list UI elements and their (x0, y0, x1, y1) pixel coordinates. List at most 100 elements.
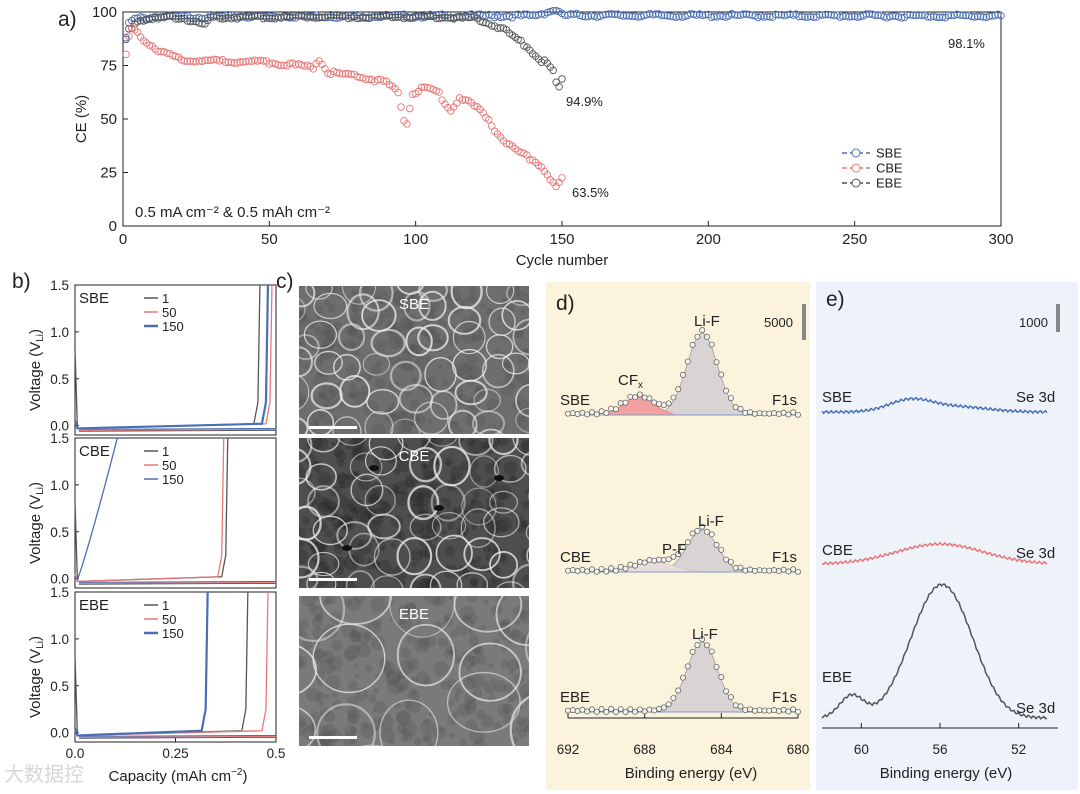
data-point-cbe (207, 56, 215, 65)
data-point (775, 708, 782, 715)
sem-grain (422, 463, 429, 470)
data-point-sbe (578, 12, 587, 20)
sem-grain (472, 688, 483, 698)
data-point-ebe (262, 14, 271, 22)
y-tick-label: 1.0 (50, 632, 69, 647)
sem-grain (348, 391, 357, 400)
sem-grain-boundary (307, 438, 340, 453)
sem-grain (319, 706, 330, 717)
sem-grain (423, 552, 429, 558)
sem-grain (387, 380, 400, 393)
sem-grain-boundary (496, 581, 525, 588)
sem-grain (425, 521, 438, 534)
sem-grain (372, 707, 377, 713)
sem-grain (394, 410, 408, 423)
sem-grain (487, 526, 499, 538)
panel-b-label: b) (12, 270, 31, 293)
data-point-cbe (406, 104, 414, 113)
data-point-cbe (224, 58, 233, 66)
sem-grain-boundary (458, 642, 522, 702)
sem-grain (469, 576, 479, 586)
sem-grain (338, 481, 346, 488)
data-point-sbe (815, 10, 824, 19)
sem-grain (322, 650, 329, 657)
sem-grain (299, 310, 306, 322)
data-point (727, 395, 734, 401)
data-point-cbe (209, 55, 218, 64)
sem-grain-boundary (520, 451, 529, 476)
sem-grain (469, 296, 477, 305)
data-point-cbe (485, 116, 493, 124)
sem-grain (314, 326, 324, 336)
sem-grain-boundary (339, 374, 371, 408)
sem-grain (433, 621, 442, 630)
sem-grain (347, 709, 361, 724)
scale-label: 5000 (764, 315, 793, 330)
data-point (780, 409, 787, 416)
spectrum-sbe (821, 396, 1048, 415)
sem-grain (375, 540, 386, 551)
sem-grain (417, 635, 431, 649)
data-point-cbe (192, 58, 200, 66)
data-point (675, 551, 682, 558)
sem-grain (318, 411, 326, 419)
sem-grain (347, 517, 353, 522)
sem-grain-boundary (408, 446, 443, 483)
data-point (584, 568, 591, 575)
sem-grain (344, 499, 352, 506)
data-point (699, 327, 706, 334)
data-point-ebe (151, 13, 159, 21)
data-point-sbe (888, 12, 897, 20)
data-point (670, 695, 677, 701)
subplot-name: EBE (79, 597, 109, 614)
sem-grain (511, 629, 524, 642)
sem-grain (473, 384, 488, 399)
sem-grain (522, 669, 528, 675)
sem-grain-boundary (427, 438, 458, 447)
sem-grain (363, 286, 375, 296)
sem-grain (411, 376, 418, 383)
data-point (646, 706, 653, 713)
sem-grain (375, 339, 387, 352)
data-point-sbe (581, 12, 590, 21)
sem-grain (453, 361, 468, 376)
discharge-curve (79, 428, 277, 431)
y-axis-label: Voltage (VLi) (27, 636, 46, 718)
data-point (598, 408, 605, 415)
sem-grain (457, 703, 471, 717)
sem-grain (314, 293, 322, 300)
sem-grain (315, 496, 328, 509)
sem-grain (348, 498, 364, 514)
data-point-ebe (464, 13, 473, 22)
data-point-sbe (997, 12, 1005, 20)
data-point-sbe (526, 11, 534, 20)
sem-grain (470, 674, 485, 689)
sem-grain (525, 489, 529, 496)
sem-grain (439, 680, 449, 690)
data-point-sbe (602, 10, 610, 19)
sem-grain (345, 474, 352, 480)
data-point (766, 567, 773, 574)
data-point-sbe (871, 11, 879, 19)
data-point-cbe (154, 47, 162, 56)
x-tick-label: 52 (1011, 742, 1026, 757)
data-point (565, 567, 571, 574)
y-axis-label: Voltage (VLi) (27, 329, 46, 411)
data-point (579, 566, 586, 573)
sem-grain (397, 533, 402, 539)
data-point (579, 409, 586, 416)
x-tick-label: 0.5 (267, 746, 286, 761)
data-point-sbe (915, 11, 923, 19)
data-point-sbe (605, 10, 613, 18)
sem-grain (470, 559, 481, 570)
sem-label-ebe: EBE (398, 606, 429, 623)
sem-grain-boundary (341, 286, 377, 305)
sem-grain (491, 573, 503, 585)
data-point (593, 411, 600, 418)
data-point-cbe (227, 58, 236, 67)
sem-grain (317, 472, 333, 487)
sem-grain (476, 654, 488, 665)
spectrum-cbe (565, 523, 801, 575)
data-point (694, 333, 701, 340)
data-point-sbe (634, 13, 642, 21)
